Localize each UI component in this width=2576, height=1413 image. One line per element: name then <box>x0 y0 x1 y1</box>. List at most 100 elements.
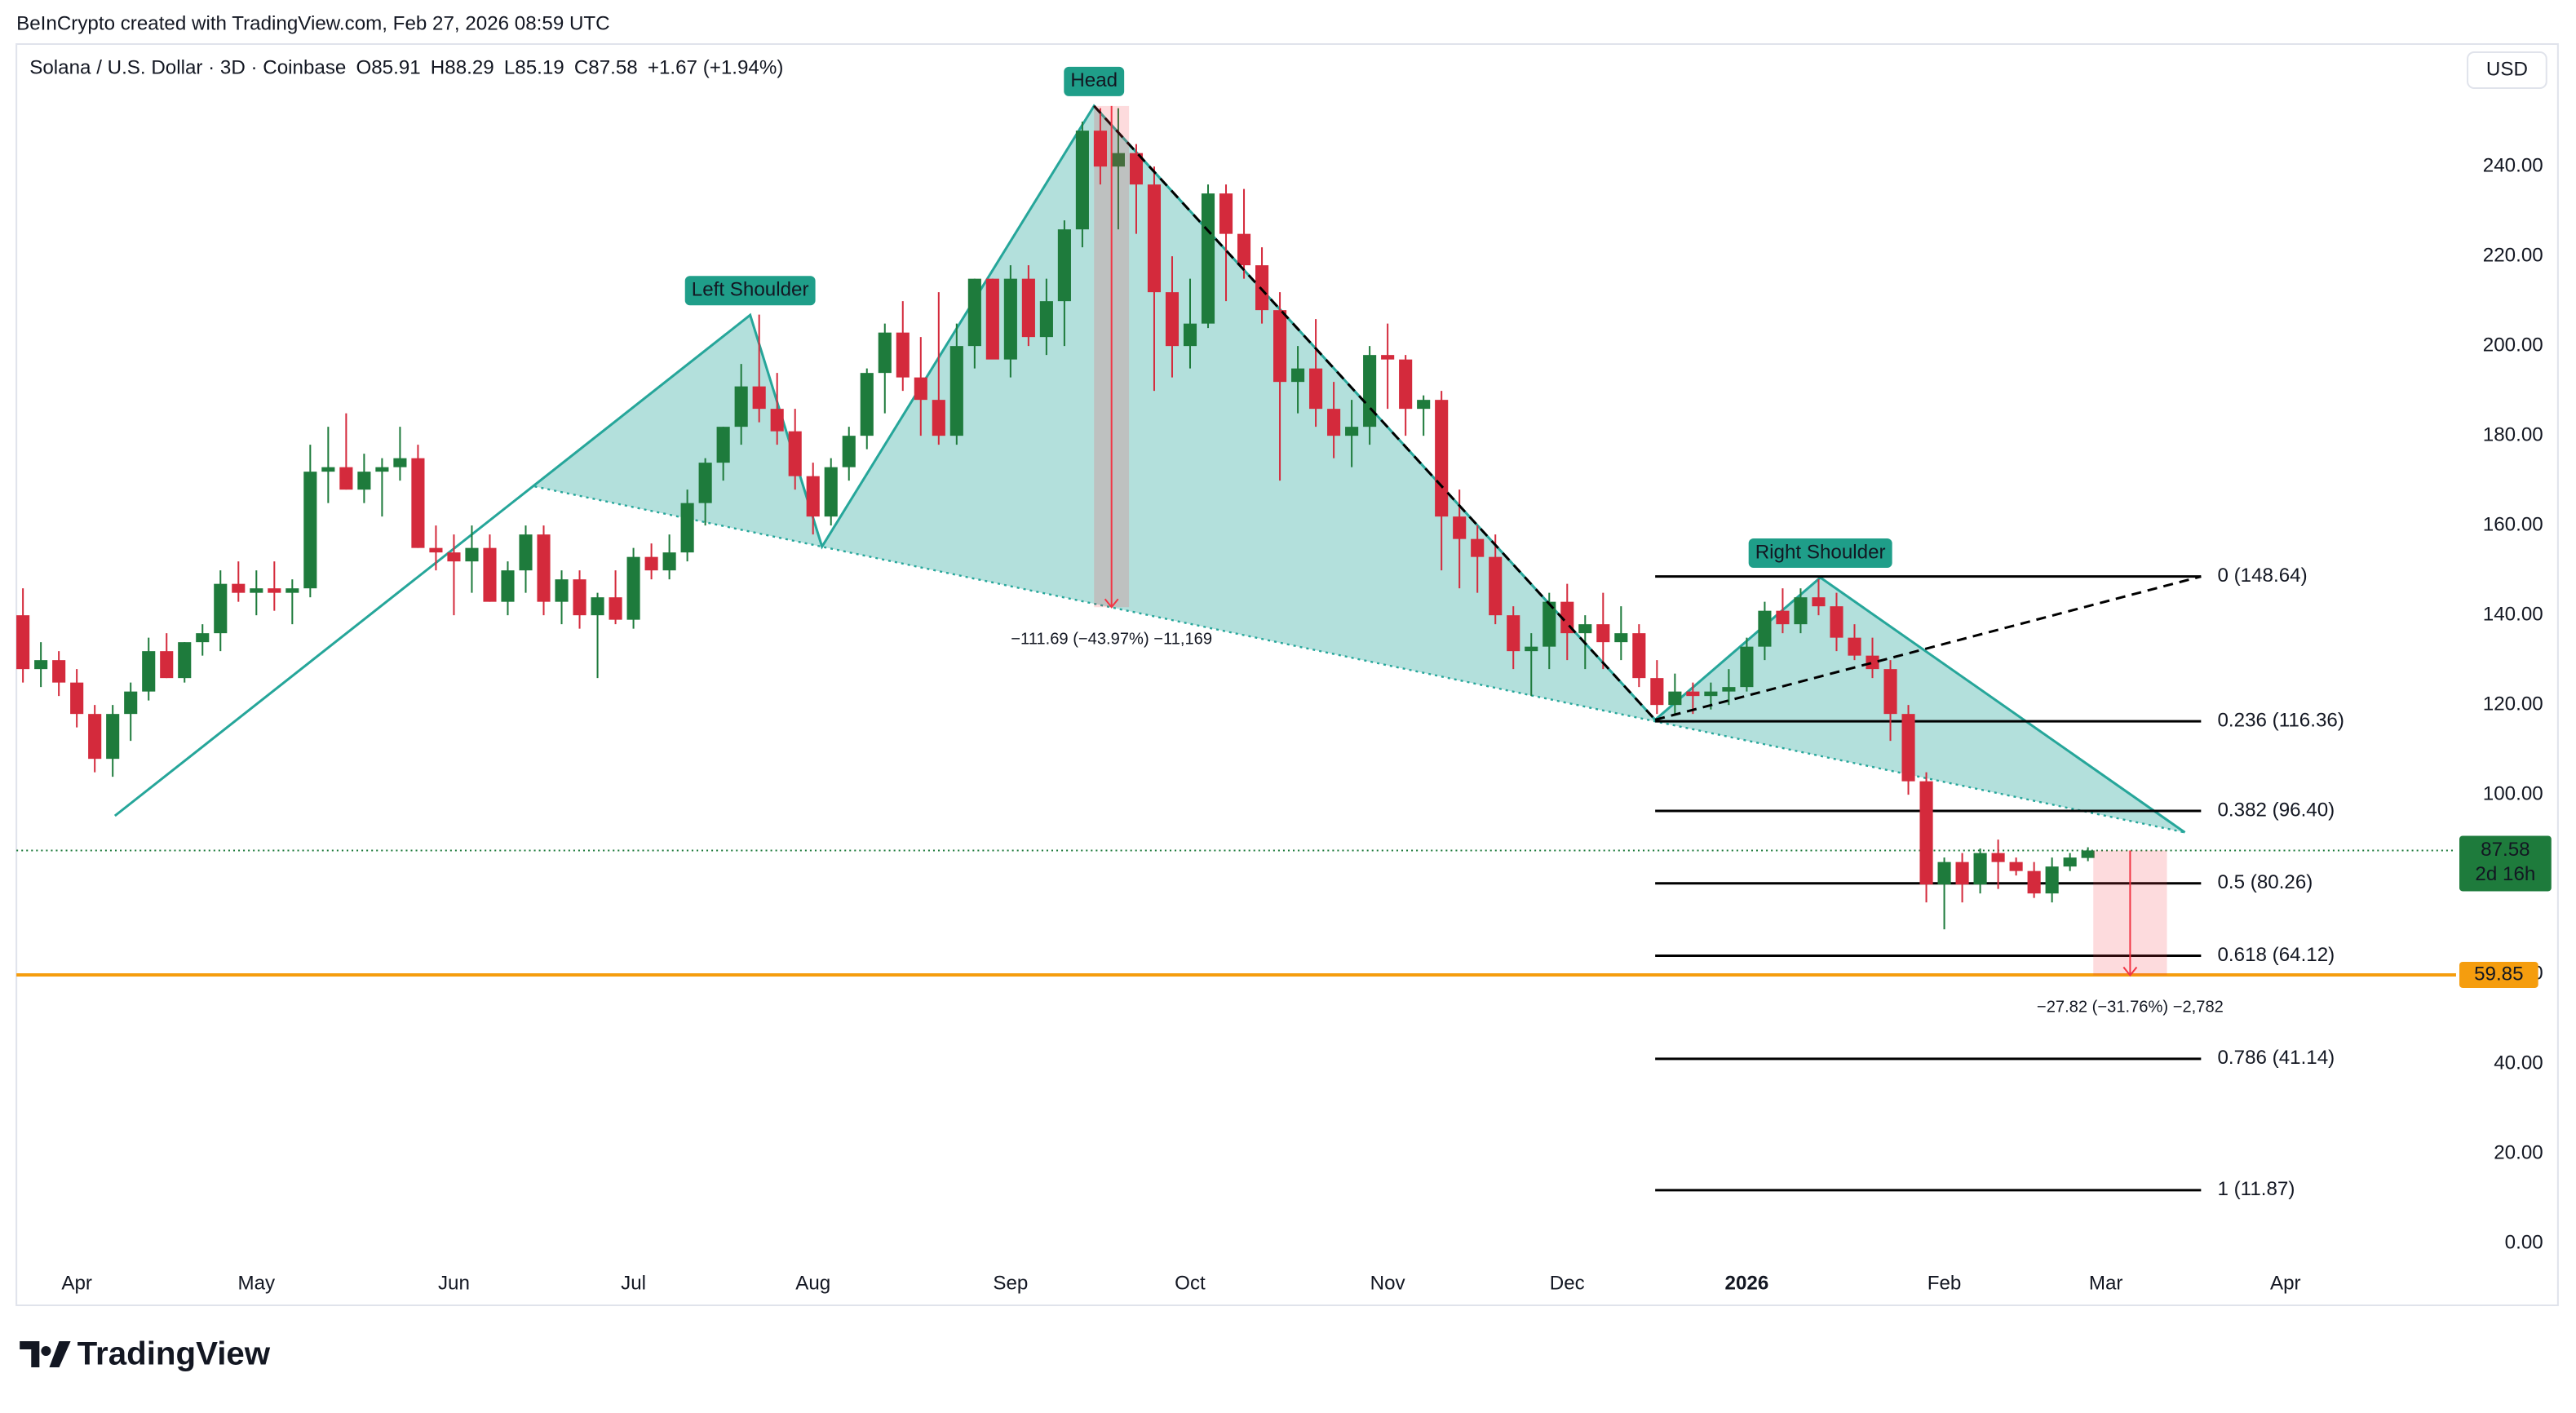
candle-body <box>1740 646 1754 688</box>
x-tick-label: 2026 <box>1725 1272 1769 1294</box>
candle-body <box>1686 691 1700 697</box>
ohlc-key: O <box>356 56 371 78</box>
candle-body <box>2045 866 2059 894</box>
candle-body <box>860 373 874 436</box>
y-tick-label: 100.00 <box>2483 783 2543 805</box>
candle-body <box>878 332 892 374</box>
candle-body <box>788 431 802 476</box>
candle-body <box>1075 131 1089 230</box>
candle-body <box>1021 278 1035 338</box>
measure-label: −111.69 (−43.97%) −11,169 <box>1011 631 1212 649</box>
last-price-text: 87.58 <box>2481 839 2530 861</box>
x-tick-label: Aug <box>795 1272 830 1294</box>
candle-body <box>268 588 281 593</box>
pattern-label: Right Shoulder <box>1748 538 1892 568</box>
candle-body <box>680 503 694 553</box>
x-tick-label: Apr <box>61 1272 92 1294</box>
candle-body <box>1901 714 1915 782</box>
ohlc-key: L <box>504 56 515 78</box>
candle-body <box>1057 229 1071 302</box>
fib-diagonal <box>1654 575 2202 721</box>
x-tick-label: Oct <box>1175 1272 1206 1294</box>
candle-body <box>1345 427 1359 436</box>
pattern-fill <box>534 105 2185 833</box>
y-tick-label: 140.00 <box>2483 604 2543 626</box>
candle-body <box>2009 862 2023 871</box>
candle-body <box>88 714 102 760</box>
x-tick-label: Mar <box>2089 1272 2123 1294</box>
alert-text: 59.85 <box>2474 963 2523 985</box>
candle-body <box>1507 615 1520 652</box>
candle-body <box>2081 850 2095 858</box>
candle-body <box>1614 633 1628 643</box>
candle-body <box>1165 292 1180 347</box>
candle-body <box>967 278 981 347</box>
candle-body <box>698 463 712 503</box>
candle-body <box>124 691 138 715</box>
y-tick-label: 160.00 <box>2483 514 2543 536</box>
ohlc-key: H <box>431 56 445 78</box>
candle-body <box>1812 597 1826 607</box>
candle-body <box>285 588 299 593</box>
candle-body <box>429 547 443 553</box>
ohlc-value: 87.58 <box>588 56 637 78</box>
candle-body <box>1453 516 1467 539</box>
trend-dash <box>1093 104 1657 721</box>
candle-body <box>1471 538 1485 557</box>
neckline <box>534 485 2185 834</box>
candle-body <box>1417 400 1431 410</box>
candle-body <box>626 556 640 620</box>
candle-body <box>1273 310 1287 383</box>
x-tick-label: Sep <box>993 1272 1028 1294</box>
candle-body <box>573 579 586 616</box>
candle-body <box>734 386 748 427</box>
candle-body <box>591 597 604 616</box>
pattern-label-text: Head <box>1070 69 1118 91</box>
candle-body <box>1183 323 1197 347</box>
ohlc-value: 85.91 <box>371 56 420 78</box>
candle-body <box>1255 265 1269 311</box>
candle-body <box>1291 368 1305 383</box>
candle-body <box>16 615 30 670</box>
candle-body <box>1991 853 2005 862</box>
y-tick-label: 40.00 <box>2494 1052 2543 1074</box>
candle-body <box>501 570 515 602</box>
ohlc-value: 88.29 <box>445 56 494 78</box>
candle-body <box>519 534 533 571</box>
candle-body <box>1704 691 1718 697</box>
candle-body <box>1219 193 1233 234</box>
candle-body <box>1650 678 1664 706</box>
measure-arrowhead <box>2122 966 2138 977</box>
candle-body <box>2027 870 2041 894</box>
candle-body <box>214 583 228 634</box>
candle-body <box>178 642 192 679</box>
candle-body <box>339 467 353 490</box>
candle-body <box>1973 853 1987 885</box>
candle-body <box>1381 355 1395 360</box>
chart-frame <box>15 43 2559 1306</box>
y-tick-label: 120.00 <box>2483 693 2543 715</box>
currency-button[interactable] <box>2467 51 2547 89</box>
candle-body <box>70 682 84 715</box>
candle-body <box>106 714 120 760</box>
candle-body <box>1866 655 1879 670</box>
candle-body <box>34 660 48 670</box>
candle-body <box>644 556 658 571</box>
candle-body <box>1111 153 1125 167</box>
symbol: Solana / U.S. Dollar · 3D · Coinbase <box>29 56 346 78</box>
pattern-label-bg <box>1748 538 1892 568</box>
logo-text: TradingView <box>77 1335 271 1372</box>
candle-body <box>465 547 479 562</box>
candle-body <box>1435 400 1449 517</box>
currency-label[interactable]: USD <box>2486 58 2528 80</box>
candle-body <box>1399 359 1413 410</box>
y-tick-label: 0.00 <box>2505 1232 2543 1254</box>
candle-body <box>932 400 945 436</box>
pattern-label-bg <box>1064 66 1125 96</box>
measure-label: −27.82 (−31.76%) −2,782 <box>2037 999 2224 1017</box>
logo: TradingView <box>20 1335 271 1372</box>
pattern-label-bg <box>684 276 816 306</box>
x-tick-label: May <box>237 1272 275 1294</box>
y-tick-label: 20.00 <box>2494 1142 2543 1164</box>
